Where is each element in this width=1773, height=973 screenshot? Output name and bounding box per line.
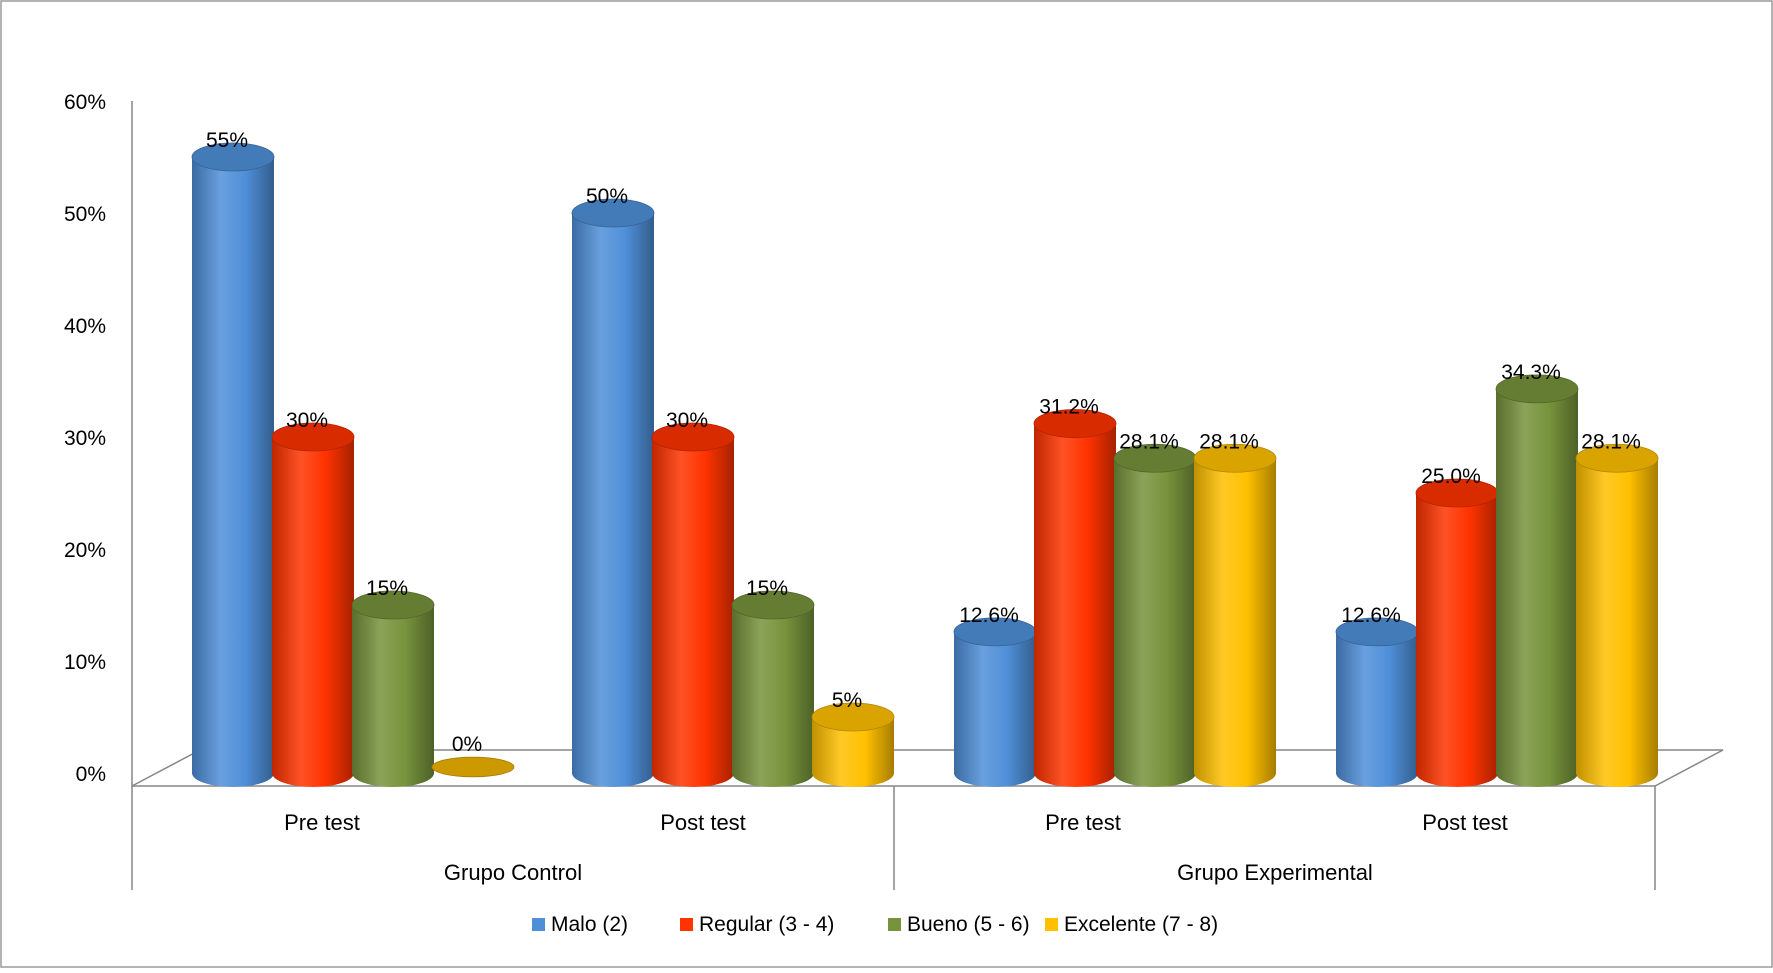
data-label: 34.3%: [1501, 361, 1561, 384]
category-label: Post test: [660, 810, 746, 835]
data-label: 12.6%: [1341, 604, 1401, 627]
group-label: Grupo Experimental: [1177, 860, 1373, 885]
legend-item: Excelente (7 - 8): [1045, 913, 1218, 936]
data-label: 31.2%: [1039, 396, 1099, 419]
bar-malo: [191, 142, 275, 787]
bar-bueno: [731, 590, 815, 787]
bar-malo: [1335, 617, 1419, 787]
category-label: Pre test: [284, 810, 360, 835]
bar-bueno: [351, 590, 435, 787]
data-label: 28.1%: [1119, 430, 1179, 453]
data-label: 5%: [832, 689, 862, 712]
data-label: 12.6%: [959, 604, 1019, 627]
data-label: 28.1%: [1581, 430, 1641, 453]
y-tick-label: 40%: [64, 315, 106, 338]
bar-regular: [651, 422, 735, 787]
data-label: 15%: [366, 577, 408, 600]
legend-label: Bueno (5 - 6): [907, 913, 1030, 936]
legend-swatch: [680, 918, 693, 931]
y-tick-label: 30%: [64, 427, 106, 450]
legend-item: Bueno (5 - 6): [888, 913, 1030, 936]
bar-malo: [571, 198, 655, 787]
legend-label: Malo (2): [551, 913, 628, 936]
data-label: 25.0%: [1421, 465, 1481, 488]
y-tick-label: 60%: [64, 91, 106, 114]
data-label: 50%: [586, 185, 628, 208]
bar-malo: [953, 617, 1037, 787]
legend-item: Regular (3 - 4): [680, 913, 834, 936]
category-label: Pre test: [1045, 810, 1121, 835]
category-label: Post test: [1422, 810, 1508, 835]
data-label: 30%: [286, 409, 328, 432]
bar-excelente: [811, 702, 895, 787]
bar-regular: [1033, 409, 1117, 787]
bar-regular: [1415, 478, 1499, 787]
bar-excelente: [1575, 443, 1659, 787]
y-tick-label: 50%: [64, 203, 106, 226]
bar-regular: [271, 422, 355, 787]
data-label: 15%: [746, 577, 788, 600]
y-tick-label: 0%: [76, 763, 106, 786]
data-label: 30%: [666, 409, 708, 432]
legend-label: Excelente (7 - 8): [1064, 913, 1218, 936]
bar-bueno: [1495, 374, 1579, 787]
data-label: 55%: [206, 129, 248, 152]
data-label: 0%: [452, 733, 482, 756]
legend-item: Malo (2): [532, 913, 628, 936]
legend-swatch: [532, 918, 545, 931]
legend-swatch: [1045, 918, 1058, 931]
legend-swatch: [888, 918, 901, 931]
data-label: 28.1%: [1199, 430, 1259, 453]
bar-excelente: [431, 756, 515, 778]
y-tick-label: 20%: [64, 539, 106, 562]
bar-excelente: [1193, 443, 1277, 787]
legend-label: Regular (3 - 4): [699, 913, 834, 936]
group-label: Grupo Control: [444, 860, 582, 885]
bar-bueno: [1113, 443, 1197, 787]
y-tick-label: 10%: [64, 651, 106, 674]
